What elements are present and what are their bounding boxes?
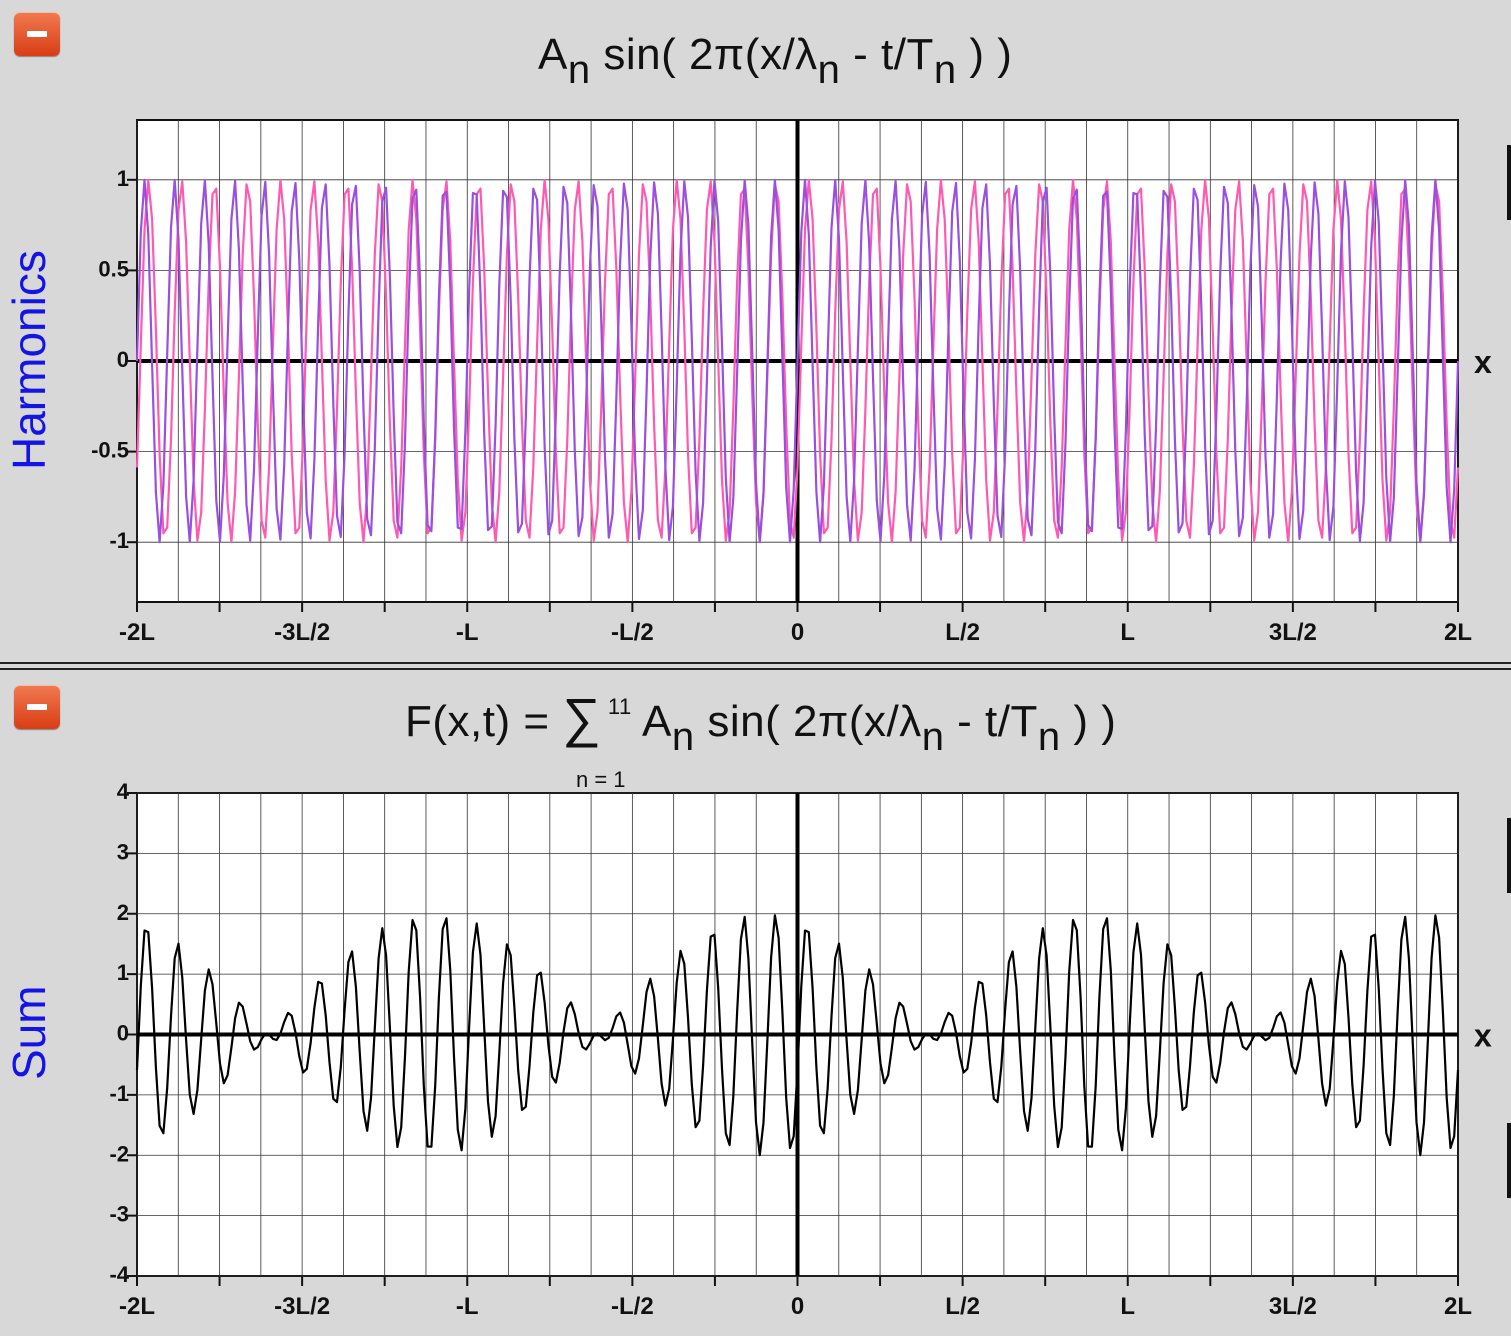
x-tick-label: -L [456, 619, 479, 646]
side-bracket [1507, 1123, 1511, 1198]
x-tick-label: -L/2 [611, 619, 654, 646]
y-tick-label: -1 [109, 1081, 129, 1106]
x-tick-label: 2L [1444, 619, 1472, 646]
x-tick-label: L/2 [945, 1293, 980, 1320]
panel-divider [0, 662, 1511, 664]
series-line [135, 178, 1460, 544]
x-tick-label: L [1120, 619, 1135, 646]
x-tick-label: L [1120, 1293, 1135, 1320]
series-line [135, 178, 1460, 544]
y-tick-label: 0.5 [98, 256, 129, 281]
panel-divider [0, 668, 1511, 670]
harmonics-equation: An sin( 2π(x/λn - t/Tn ) ) [538, 30, 1013, 92]
x-tick-label: 0 [791, 619, 804, 646]
x-axis-label: x [1474, 344, 1492, 380]
y-tick-label: 1 [117, 960, 129, 985]
y-tick-label: 0 [117, 1021, 129, 1046]
x-tick-label: -L [456, 1293, 479, 1320]
y-tick-label: 4 [117, 779, 130, 804]
minus-icon [27, 31, 47, 37]
y-tick-label: 3 [117, 839, 129, 864]
side-bracket [1507, 818, 1511, 893]
harmonics-panel: An sin( 2π(x/λn - t/Tn ) ) Harmonics -1-… [0, 0, 1511, 661]
sum-panel: F(x,t) = ∑ 11 An sin( 2π(x/λn - t/Tn ) )… [0, 673, 1511, 1336]
side-bracket [1507, 145, 1511, 220]
series-line [135, 914, 1460, 1157]
collapse-sum-button[interactable] [14, 685, 60, 729]
y-tick-label: -3 [109, 1202, 129, 1227]
y-tick-label: -2 [109, 1141, 129, 1166]
x-tick-label: -L/2 [611, 1293, 654, 1320]
x-tick-label: 3L/2 [1269, 1293, 1317, 1320]
y-tick-label: -4 [109, 1262, 129, 1287]
sum-equation: F(x,t) = ∑ 11 An sin( 2π(x/λn - t/Tn ) ) [405, 688, 1117, 759]
x-tick-label: -3L/2 [274, 619, 330, 646]
y-tick-label: 2 [117, 900, 129, 925]
minus-icon [27, 704, 47, 710]
x-tick-label: L/2 [945, 619, 980, 646]
y-tick-label: -0.5 [91, 438, 129, 463]
y-tick-label: 1 [117, 166, 129, 191]
x-tick-label: 2L [1444, 1293, 1472, 1320]
y-tick-label: -1 [109, 528, 129, 553]
x-tick-label: -2L [119, 1293, 155, 1320]
x-tick-label: -3L/2 [274, 1293, 330, 1320]
x-tick-label: 3L/2 [1269, 619, 1317, 646]
x-axis-label: x [1474, 1018, 1492, 1054]
x-tick-label: -2L [119, 619, 155, 646]
harmonics-chart: -1 -0.5 0 0.5 1 -2L -3L/2 -L -L/2 0 L/2 L 3L/2 2L x [91, 119, 1492, 646]
sum-chart: -4 -3 -2 -1 0 1 2 3 4 -2L -3L/2 -L -L/2 0 L/2 L 3L/2 2L x [109, 779, 1492, 1320]
y-tick-label: 0 [117, 347, 129, 372]
x-tick-label: 0 [791, 1293, 804, 1320]
sum-lower-limit: n = 1 [576, 767, 626, 792]
collapse-harmonics-button[interactable] [14, 12, 60, 56]
